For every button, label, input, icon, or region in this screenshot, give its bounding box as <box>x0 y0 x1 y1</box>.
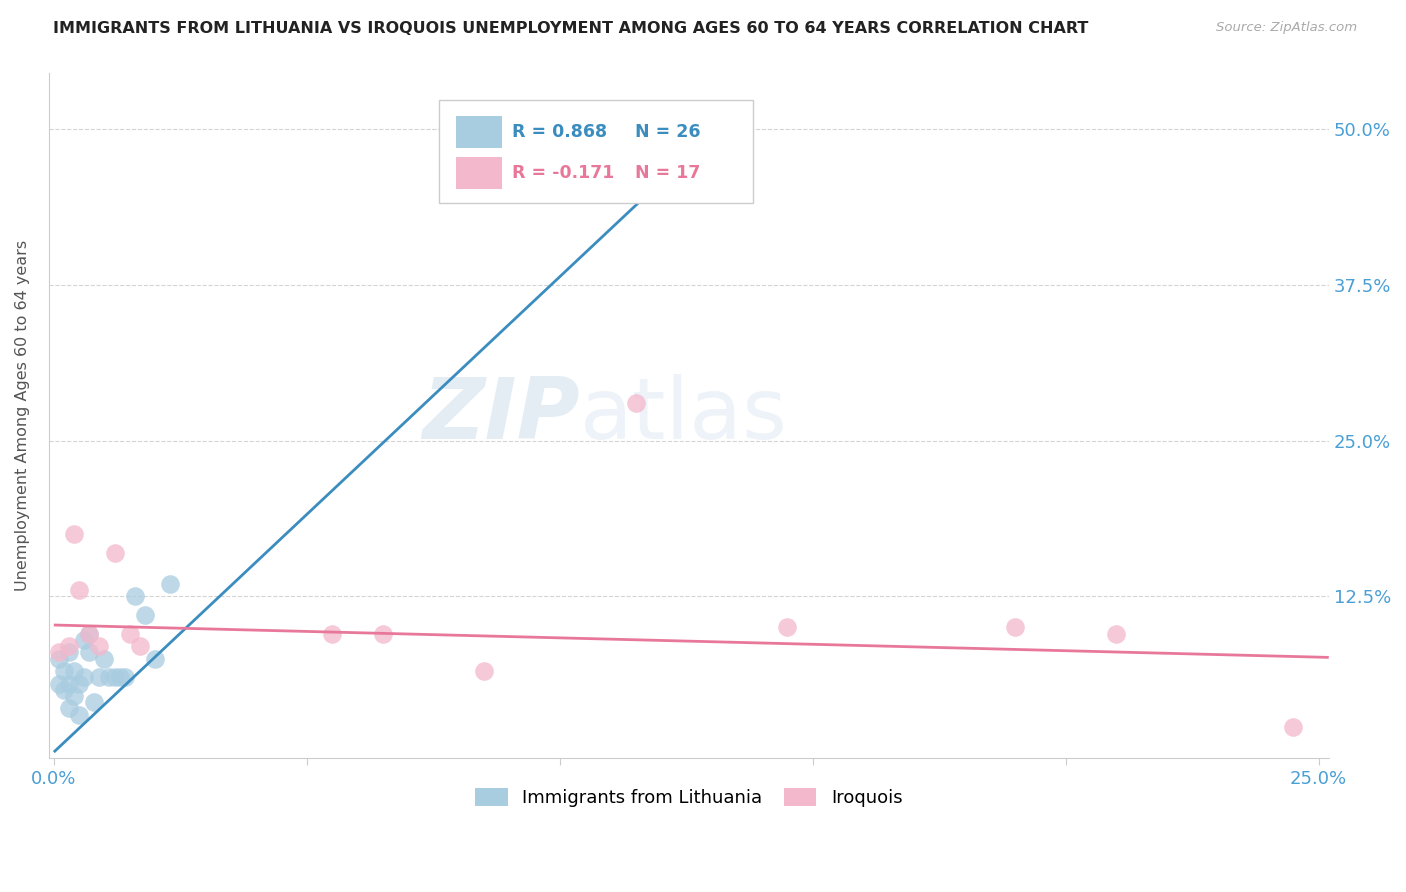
FancyBboxPatch shape <box>456 157 502 189</box>
Point <box>52 682 75 697</box>
Point <box>371 626 394 640</box>
Point <box>77 626 100 640</box>
Point <box>77 626 100 640</box>
Point <box>67 707 90 722</box>
Point <box>58 639 80 653</box>
Point <box>63 664 86 678</box>
FancyBboxPatch shape <box>439 101 752 203</box>
Text: ZIP: ZIP <box>422 374 579 458</box>
Text: R = 0.868: R = 0.868 <box>512 123 607 141</box>
Point <box>143 651 166 665</box>
Text: N = 17: N = 17 <box>636 164 700 182</box>
Point <box>63 689 86 703</box>
Point <box>58 701 80 715</box>
Text: IMMIGRANTS FROM LITHUANIA VS IROQUOIS UNEMPLOYMENT AMONG AGES 60 TO 64 YEARS COR: IMMIGRANTS FROM LITHUANIA VS IROQUOIS UN… <box>53 21 1088 36</box>
Point <box>108 670 131 684</box>
Point <box>58 645 80 659</box>
Point <box>83 695 105 709</box>
Y-axis label: Unemployment Among Ages 60 to 64 years: Unemployment Among Ages 60 to 64 years <box>15 240 30 591</box>
Point <box>67 676 90 690</box>
Point <box>63 527 86 541</box>
Point <box>134 608 156 623</box>
Text: atlas: atlas <box>579 374 787 458</box>
Point <box>1105 626 1128 640</box>
Point <box>472 664 495 678</box>
Point <box>128 639 150 653</box>
Point <box>776 620 799 634</box>
Legend: Immigrants from Lithuania, Iroquois: Immigrants from Lithuania, Iroquois <box>468 780 910 814</box>
Point <box>98 670 121 684</box>
Point <box>118 626 141 640</box>
Point <box>159 577 181 591</box>
Point <box>73 632 96 647</box>
Point <box>624 396 647 410</box>
Point <box>89 639 111 653</box>
Point <box>67 583 90 598</box>
Point <box>48 676 70 690</box>
Text: Source: ZipAtlas.com: Source: ZipAtlas.com <box>1216 21 1357 34</box>
Point <box>321 626 343 640</box>
Point <box>103 670 125 684</box>
Point <box>103 546 125 560</box>
Point <box>1004 620 1026 634</box>
Text: R = -0.171: R = -0.171 <box>512 164 614 182</box>
Point <box>73 670 96 684</box>
Point <box>93 651 115 665</box>
Point <box>1282 720 1305 734</box>
Point <box>48 651 70 665</box>
Point <box>52 664 75 678</box>
Point <box>124 590 146 604</box>
Point <box>114 670 136 684</box>
Point <box>48 645 70 659</box>
Text: N = 26: N = 26 <box>636 123 700 141</box>
FancyBboxPatch shape <box>456 116 502 148</box>
Point <box>77 645 100 659</box>
Point <box>58 676 80 690</box>
Point <box>89 670 111 684</box>
